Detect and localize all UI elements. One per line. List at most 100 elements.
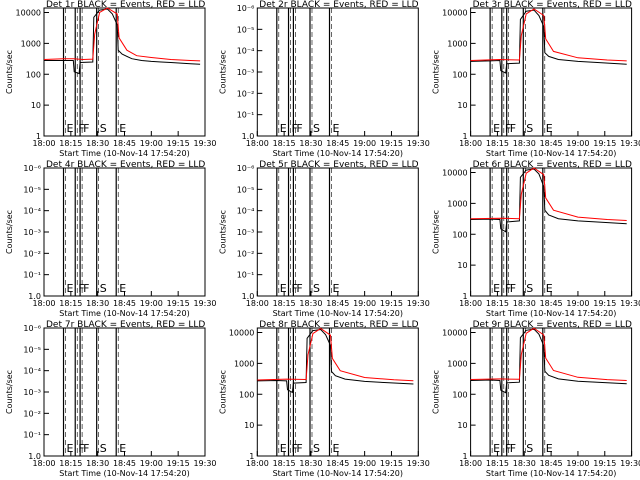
marker-label: F	[505, 122, 511, 135]
plot-frame	[470, 327, 633, 457]
y-tick-label: 1000	[21, 39, 41, 48]
y-tick-label: 10000	[442, 329, 467, 338]
y-tick-label: 10⁻²	[23, 409, 41, 418]
marker-label: S	[313, 122, 320, 135]
detector-panel-9: Det 9r BLACK = Events, RED = LLD 18:00 18:…	[432, 320, 640, 478]
panel-title: Det 3r BLACK = Events, RED = LLD	[473, 0, 632, 10]
x-axis-label: Start Time (10-Nov-14 17:54:20)	[59, 469, 189, 478]
marker-label: E	[333, 122, 340, 135]
y-tick-label: 1.0	[28, 292, 41, 301]
panel-title: Det 2r BLACK = Events, RED = LLD	[259, 0, 418, 10]
x-tick-label: 19:00	[353, 299, 376, 308]
x-axis-label: Start Time (10-Nov-14 17:54:20)	[486, 469, 616, 478]
lld-series-line	[470, 8, 627, 62]
plot-frame	[256, 7, 419, 137]
marker-label: S	[526, 442, 533, 455]
y-tick-label: 10⁻⁵	[237, 185, 255, 194]
x-tick-label: 18:30	[299, 299, 322, 308]
panel-title: Det 8r BLACK = Events, RED = LLD	[259, 320, 418, 330]
x-tick-label: 18:00	[459, 459, 482, 468]
marker-label: E	[493, 122, 500, 135]
x-axis-label: Start Time (10-Nov-14 17:54:20)	[59, 149, 189, 158]
y-tick-label: 100	[239, 390, 254, 399]
y-tick-label: 1	[36, 132, 41, 141]
y-tick-label: 10⁻⁴	[237, 207, 255, 216]
x-tick-label: 18:00	[32, 299, 55, 308]
y-tick-label: 10⁻²	[23, 249, 41, 258]
marker-label: F	[78, 282, 84, 295]
marker-label: S	[100, 122, 107, 135]
y-tick-label: 10	[244, 421, 254, 430]
x-tick-label: 19:30	[407, 299, 430, 308]
x-axis-label: Start Time (10-Nov-14 17:54:20)	[273, 309, 403, 318]
x-tick-label: 19:00	[140, 459, 163, 468]
x-axis-label: Start Time (10-Nov-14 17:54:20)	[486, 149, 616, 158]
y-axis-label: Counts/sec	[218, 210, 227, 254]
x-tick-label: 18:30	[513, 299, 536, 308]
y-tick-label: 10⁻¹	[23, 271, 41, 280]
x-tick-label: 18:15	[59, 459, 82, 468]
y-tick-label: 10000	[16, 9, 41, 18]
y-tick-label: 10000	[442, 169, 467, 178]
x-tick-label: 19:00	[566, 299, 589, 308]
y-tick-label: 100	[452, 390, 467, 399]
x-tick-label: 18:00	[459, 139, 482, 148]
panel-title: Det 1r BLACK = Events, RED = LLD	[46, 0, 205, 10]
marker-label: E	[333, 282, 340, 295]
x-tick-label: 18:00	[459, 299, 482, 308]
y-tick-label: 10⁻⁵	[237, 25, 255, 34]
x-tick-label: 18:45	[326, 459, 349, 468]
marker-label: E	[546, 282, 553, 295]
y-tick-label: 10000	[442, 9, 467, 18]
events-series-line	[470, 328, 627, 394]
marker-label: E	[67, 122, 74, 135]
marker-label: F	[510, 442, 516, 455]
marker-label: F	[505, 282, 511, 295]
y-tick-label: 100	[452, 70, 467, 79]
x-axis-label: Start Time (10-Nov-14 17:54:20)	[486, 309, 616, 318]
marker-label: F	[83, 282, 89, 295]
y-tick-label: 100	[26, 70, 41, 79]
y-axis-label: Counts/sec	[218, 370, 227, 414]
detector-panel-8: Det 8r BLACK = Events, RED = LLD 18:00 18:…	[218, 320, 430, 478]
marker-label: E	[119, 122, 126, 135]
marker-label: F	[83, 122, 89, 135]
marker-label: F	[292, 282, 298, 295]
detector-panel-3: Det 3r BLACK = Events, RED = LLD 18:00 18:…	[432, 0, 640, 158]
x-tick-label: 19:00	[353, 459, 376, 468]
x-tick-label: 19:30	[193, 299, 216, 308]
marker-label: E	[119, 442, 126, 455]
detector-panel-4: Det 4r BLACK = Events, RED = LLD 18:00 18:…	[5, 160, 217, 318]
y-tick-label: 1000	[447, 199, 467, 208]
plot-frame	[470, 167, 633, 297]
panel-title: Det 5r BLACK = Events, RED = LLD	[259, 160, 418, 170]
panel-title: Det 4r BLACK = Events, RED = LLD	[46, 160, 205, 170]
x-tick-label: 18:30	[513, 139, 536, 148]
marker-label: F	[510, 122, 516, 135]
plot-frame	[43, 167, 206, 297]
marker-label: F	[510, 282, 516, 295]
plot-frame	[256, 167, 419, 297]
x-tick-label: 19:00	[140, 299, 163, 308]
y-axis-label: Counts/sec	[218, 50, 227, 94]
x-tick-label: 18:15	[59, 299, 82, 308]
x-axis-label: Start Time (10-Nov-14 17:54:20)	[273, 149, 403, 158]
marker-label: E	[280, 442, 287, 455]
x-tick-label: 19:15	[380, 299, 403, 308]
marker-label: E	[333, 442, 340, 455]
lld-series-line	[257, 327, 414, 382]
marker-label: E	[546, 442, 553, 455]
x-tick-label: 19:30	[620, 459, 640, 468]
x-tick-label: 18:00	[246, 459, 269, 468]
y-tick-label: 10⁻⁵	[23, 345, 41, 354]
events-series-line	[470, 168, 627, 233]
y-tick-label: 1	[463, 292, 468, 301]
panel-title: Det 9r BLACK = Events, RED = LLD	[473, 320, 632, 330]
x-tick-label: 18:30	[86, 299, 109, 308]
x-tick-label: 18:45	[326, 139, 349, 148]
x-tick-label: 18:15	[486, 299, 509, 308]
y-axis-label: Counts/sec	[5, 210, 14, 254]
y-tick-label: 10	[31, 101, 41, 110]
detector-panel-6: Det 6r BLACK = Events, RED = LLD 18:00 18:…	[432, 160, 640, 318]
x-tick-label: 19:30	[620, 139, 640, 148]
